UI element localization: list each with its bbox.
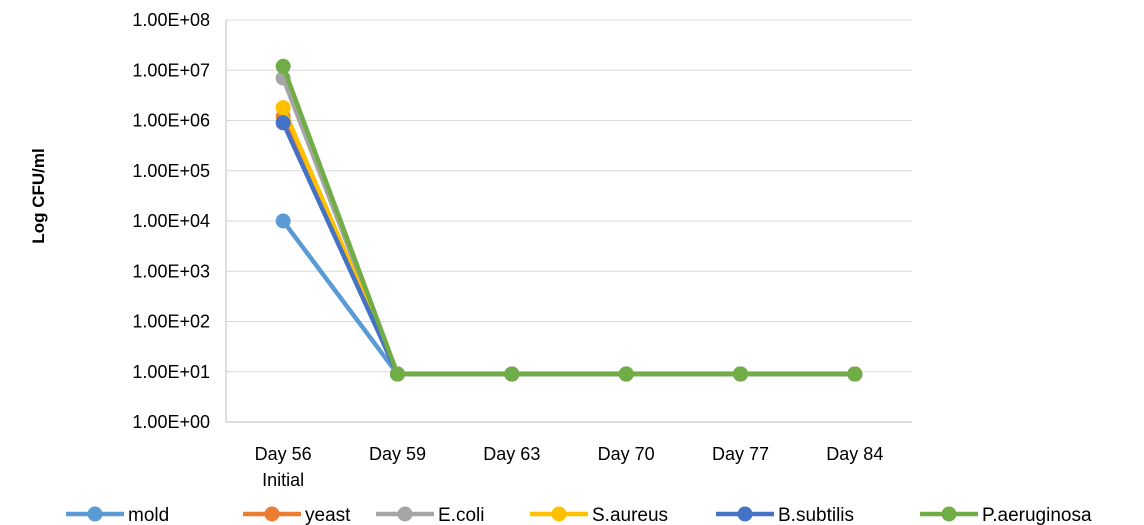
data-point	[275, 213, 291, 229]
legend-marker	[737, 506, 753, 522]
x-tick-label: Day 77	[712, 444, 769, 464]
legend-marker	[551, 506, 567, 522]
legend-marker	[397, 506, 413, 522]
x-tick-label: Day 59	[369, 444, 426, 464]
legend-item: yeast	[243, 505, 351, 525]
legend-item: B.subtilis	[716, 505, 854, 525]
data-point	[504, 366, 520, 382]
x-tick-label: Day 56 Initial	[255, 444, 312, 490]
y-tick-label: 1.00E+05	[132, 161, 210, 181]
data-point	[390, 366, 405, 382]
legend-item: S.aureus	[530, 505, 668, 525]
legend-label: S.aureus	[592, 505, 668, 525]
legend-marker	[264, 506, 280, 522]
y-tick-label: 1.00E+07	[132, 60, 210, 80]
series-line-e-coli	[280, 75, 858, 377]
data-point	[847, 366, 863, 382]
legend: mold yeast E.coli S.aureus B.subtilis P.aerug…	[66, 505, 1092, 525]
y-tick-label: 1.00E+06	[132, 111, 210, 131]
legend-label: P.aeruginosa	[982, 505, 1092, 525]
legend-label: mold	[128, 505, 169, 525]
y-tick-label: 1.00E+08	[132, 10, 210, 30]
legend-item: E.coli	[376, 505, 484, 525]
data-point	[733, 366, 748, 382]
y-tick-label: 1.00E+00	[132, 412, 210, 432]
y-tick-label: 1.00E+03	[132, 261, 210, 281]
x-tick-label: Day 84	[826, 444, 883, 464]
x-axis-tick-labels: Day 56 Initial Day 59 Day 63 Day 70 Day 77 Day…	[255, 444, 884, 490]
series-lines	[275, 58, 863, 382]
y-tick-label: 1.00E+02	[132, 312, 210, 332]
data-point	[618, 366, 634, 382]
legend-item: mold	[66, 505, 169, 525]
data-point	[275, 100, 291, 116]
legend-label: yeast	[305, 505, 351, 525]
y-tick-label: 1.00E+04	[132, 211, 210, 231]
data-point	[275, 58, 291, 74]
axes	[225, 20, 912, 423]
series-line-p-aeruginosa	[280, 64, 858, 377]
data-point	[275, 115, 291, 131]
y-tick-label: 1.00E+01	[132, 362, 210, 382]
y-axis-label: Log CFU/ml	[29, 148, 48, 243]
legend-label: E.coli	[438, 505, 484, 525]
legend-marker	[87, 506, 103, 522]
x-tick-label: Day 63	[483, 444, 540, 464]
legend-label: B.subtilis	[778, 505, 854, 525]
legend-marker	[941, 506, 957, 522]
legend-item: P.aeruginosa	[920, 505, 1092, 525]
y-axis-tick-labels: 1.00E+00 1.00E+01 1.00E+02 1.00E+03 1.00E+04…	[132, 10, 210, 432]
x-tick-label: Day 70	[598, 444, 655, 464]
